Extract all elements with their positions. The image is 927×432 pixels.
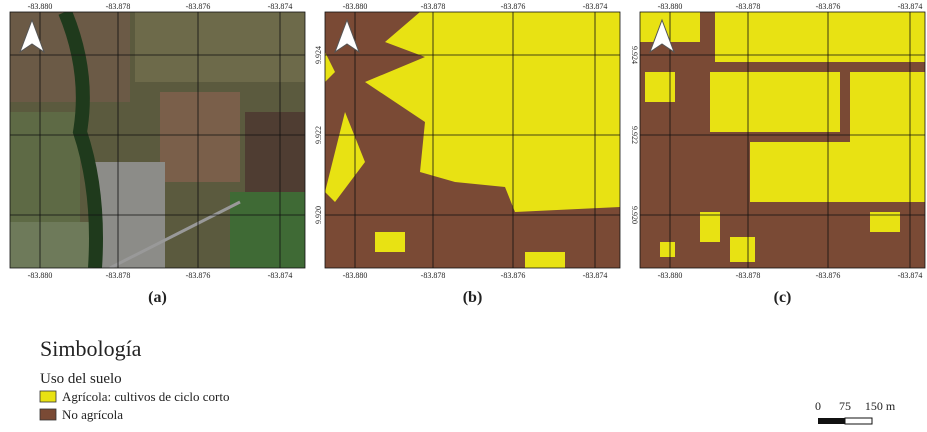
- tick-label: -83.874: [583, 2, 608, 11]
- tick-label: -83.880: [28, 2, 53, 11]
- panel-label: (a): [148, 289, 167, 306]
- scale-label: 75: [839, 399, 851, 413]
- tick-label: -83.878: [736, 2, 761, 11]
- tick-label: -83.874: [583, 271, 608, 280]
- legend-swatch: [40, 391, 56, 402]
- tick-label: -83.874: [268, 2, 293, 11]
- tick-label: -83.880: [658, 271, 683, 280]
- tick-label: 9.924: [314, 46, 323, 64]
- scale-bar: [845, 418, 872, 424]
- tick-label: -83.878: [106, 2, 131, 11]
- tick-label: -83.876: [501, 271, 526, 280]
- tick-label: -83.880: [658, 2, 683, 11]
- tick-label: -83.876: [816, 271, 841, 280]
- tick-label: -83.876: [186, 271, 211, 280]
- legend-item: No agrícola: [62, 407, 123, 422]
- legend-swatch: [40, 409, 56, 420]
- classified-map-b: [325, 12, 620, 268]
- tick-label: -83.878: [736, 271, 761, 280]
- scale-bar: [818, 418, 845, 424]
- tick-label: -83.878: [421, 271, 446, 280]
- tick-label: 9.922: [314, 126, 323, 144]
- tick-label: -83.874: [898, 271, 923, 280]
- tick-label: -83.878: [106, 271, 131, 280]
- tick-label: -83.880: [28, 271, 53, 280]
- tick-label: -83.880: [343, 2, 368, 11]
- tick-label: -83.874: [268, 271, 293, 280]
- legend-subtitle: Uso del suelo: [40, 371, 122, 387]
- tick-label: -83.874: [898, 2, 923, 11]
- tick-label: -83.878: [421, 2, 446, 11]
- panel-label: (c): [774, 289, 792, 306]
- legend-item: Agrícola: cultivos de ciclo corto: [62, 389, 230, 404]
- tick-label: -83.876: [816, 2, 841, 11]
- figure: -83.880 -83.878 -83.876 -83.874 -83.880 -83.8…: [0, 0, 927, 427]
- tick-label: 9.922: [630, 126, 639, 144]
- scale-label: 0: [815, 399, 821, 413]
- legend-title: Simbología: [40, 336, 142, 361]
- panel-label: (b): [463, 289, 483, 306]
- classified-map-c: [640, 12, 925, 268]
- tick-label: 9.920: [314, 206, 323, 224]
- tick-label: 9.920: [630, 206, 639, 224]
- scale-label: 150 m: [865, 399, 896, 413]
- tick-label: -83.876: [186, 2, 211, 11]
- tick-label: 9.924: [630, 46, 639, 64]
- tick-label: -83.876: [501, 2, 526, 11]
- tick-label: -83.880: [343, 271, 368, 280]
- satellite-image: [10, 12, 305, 268]
